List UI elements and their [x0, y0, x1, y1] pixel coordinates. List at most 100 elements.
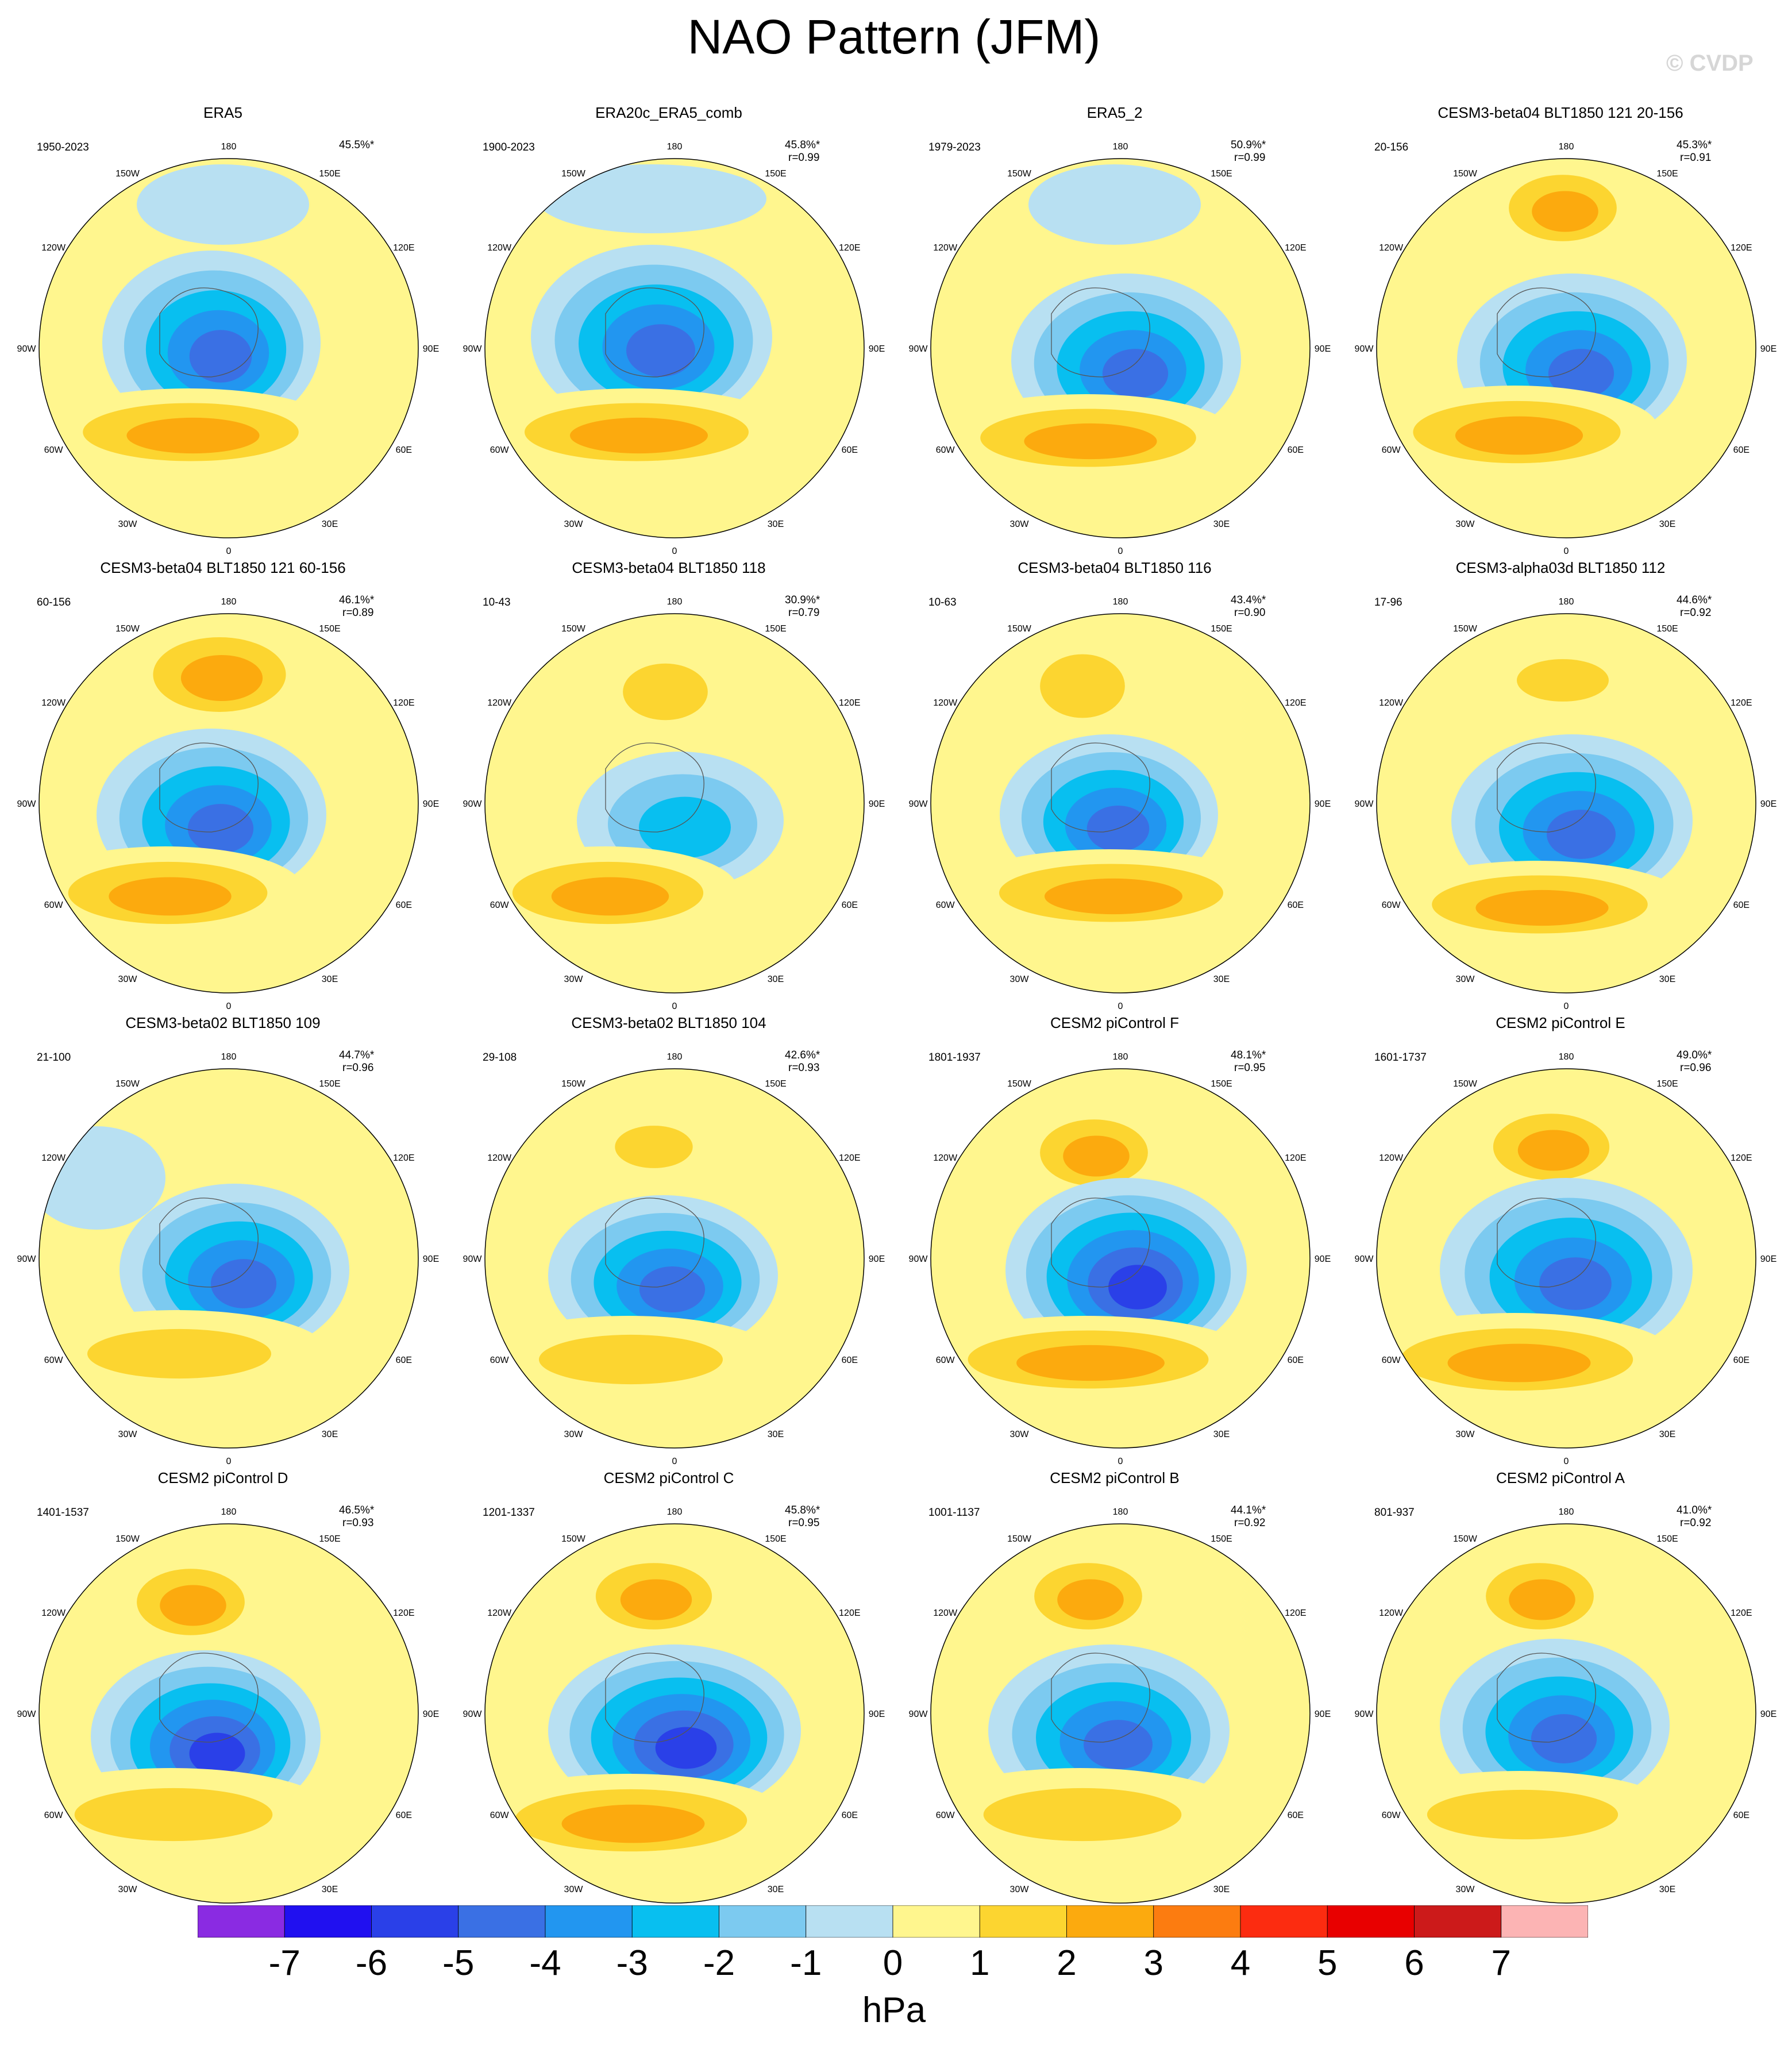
longitude-label: 60E	[1288, 1355, 1304, 1365]
positive-anomaly-contour	[180, 655, 263, 701]
longitude-label: 30W	[1456, 1885, 1475, 1894]
longitude-label: 90W	[1355, 799, 1374, 809]
panel-variance-explained: 45.3%*	[1677, 139, 1712, 151]
negative-anomaly-contour	[626, 324, 695, 377]
longitude-label: 150E	[1211, 624, 1232, 634]
panel-years: 1950-2023	[37, 141, 89, 153]
colorbar-box	[892, 1905, 980, 1938]
positive-anomaly-contour	[1057, 1579, 1124, 1620]
panel-title: CESM2 piControl B	[1050, 1469, 1180, 1486]
coastline	[1497, 1197, 1596, 1288]
panel-title: CESM3-beta04 BLT1850 118	[572, 559, 766, 576]
longitude-label: 120E	[839, 698, 860, 708]
positive-anomaly-contour	[1475, 889, 1609, 926]
longitude-label: 30E	[1213, 519, 1230, 529]
longitude-label: 90W	[909, 1254, 928, 1264]
longitude-label: 150W	[561, 1079, 586, 1089]
longitude-label: 30E	[768, 1885, 784, 1894]
longitude-label: 120W	[41, 698, 66, 708]
longitude-label: 30W	[1010, 1430, 1030, 1439]
map-boundary	[1376, 1523, 1756, 1904]
longitude-label: 90E	[423, 1254, 439, 1264]
longitude-label: 180	[1559, 142, 1574, 152]
map-panel-grid: ERA5 1950-2023 45.5%* 180 150E 120E 90E 60E 30E 0…	[0, 103, 1777, 1923]
longitude-label: 60E	[396, 445, 412, 455]
longitude-label: 90W	[463, 344, 483, 354]
longitude-label: 30W	[1456, 1430, 1475, 1439]
panel-pattern-correlation: r=0.89	[342, 607, 374, 619]
colorbar-tick-label: -7	[268, 1943, 300, 1983]
longitude-label: 30E	[768, 1430, 784, 1439]
map-boundary	[38, 158, 419, 538]
longitude-label: 150E	[1211, 1534, 1232, 1544]
panel-years: 1001-1137	[928, 1507, 980, 1519]
longitude-label: 0	[226, 1002, 232, 1011]
longitude-label: 150W	[1453, 169, 1478, 179]
longitude-label: 90E	[869, 799, 885, 809]
negative-anomaly-contour	[137, 164, 309, 245]
longitude-label: 120E	[839, 1608, 860, 1618]
panel-years: 1979-2023	[928, 141, 981, 153]
longitude-label: 30E	[1659, 975, 1675, 984]
map-boundary	[484, 613, 865, 993]
panel-title: CESM3-beta04 BLT1850 116	[1018, 559, 1212, 576]
map-boundary	[38, 1523, 419, 1904]
map-panel: CESM2 piControl C 1201-1337 45.8%* r=0.95 18…	[446, 1469, 892, 1923]
longitude-label: 0	[1564, 1457, 1569, 1466]
panel-years: 10-43	[483, 596, 511, 608]
longitude-label: 90W	[909, 1709, 928, 1719]
longitude-label: 90E	[1315, 799, 1331, 809]
longitude-label: 180	[667, 1052, 683, 1062]
longitude-label: 150W	[115, 1079, 140, 1089]
longitude-label: 120E	[1731, 1153, 1752, 1163]
panel-variance-explained: 46.5%*	[339, 1504, 375, 1516]
longitude-label: 30W	[1010, 975, 1030, 984]
longitude-label: 30E	[1659, 519, 1675, 529]
longitude-label: 180	[1559, 1052, 1574, 1062]
longitude-label: 30W	[118, 975, 138, 984]
longitude-label: 150W	[1453, 624, 1478, 634]
panel-pattern-correlation: r=0.79	[788, 607, 820, 619]
colorbar-tick-label: 3	[1143, 1943, 1163, 1983]
coastline	[1051, 742, 1150, 833]
longitude-label: 150E	[1211, 1079, 1232, 1089]
negative-anomaly-contour	[1028, 164, 1201, 245]
positive-anomaly-contour	[983, 1788, 1182, 1842]
longitude-label: 30W	[564, 519, 584, 529]
positive-anomaly-contour	[1455, 416, 1583, 455]
map-panel: CESM2 piControl F 1801-1937 48.1%* r=0.95 18…	[892, 1014, 1338, 1468]
longitude-label: 120E	[1731, 1608, 1752, 1618]
longitude-label: 30E	[1659, 1885, 1675, 1894]
panel-pattern-correlation: r=0.99	[1234, 152, 1266, 164]
panel-years: 1801-1937	[928, 1052, 981, 1064]
colorbar-box	[1414, 1905, 1502, 1938]
map-panel: CESM2 piControl B 1001-1137 44.1%* r=0.92 18…	[892, 1469, 1338, 1923]
negative-anomaly-contour	[1084, 1720, 1153, 1769]
colorbar-tick-label: 7	[1491, 1943, 1511, 1983]
panel-pattern-correlation: r=0.93	[788, 1062, 820, 1074]
panel-years: 21-100	[37, 1052, 71, 1064]
positive-anomaly-contour	[620, 1579, 692, 1620]
positive-anomaly-contour	[570, 417, 708, 454]
longitude-label: 120W	[933, 698, 958, 708]
positive-anomaly-contour	[1063, 1135, 1130, 1177]
panel-title: ERA20c_ERA5_comb	[595, 104, 742, 121]
longitude-label: 90E	[423, 799, 439, 809]
map-panel: CESM3-beta04 BLT1850 118 10-43 30.9%* r=0.7…	[446, 559, 892, 1012]
map-panel: ERA5 1950-2023 45.5%* 180 150E 120E 90E 60E 30E 0…	[0, 103, 446, 557]
longitude-label: 150E	[319, 1534, 340, 1544]
panel-pattern-correlation: r=0.96	[1680, 1062, 1712, 1074]
longitude-label: 120E	[839, 243, 860, 253]
positive-anomaly-contour	[1447, 1343, 1591, 1382]
longitude-label: 150W	[1007, 624, 1032, 634]
longitude-label: 150E	[1656, 1079, 1678, 1089]
map-boundary	[930, 158, 1311, 538]
longitude-label: 60W	[1382, 1355, 1401, 1365]
coastline	[1051, 1197, 1150, 1288]
longitude-label: 180	[221, 142, 237, 152]
